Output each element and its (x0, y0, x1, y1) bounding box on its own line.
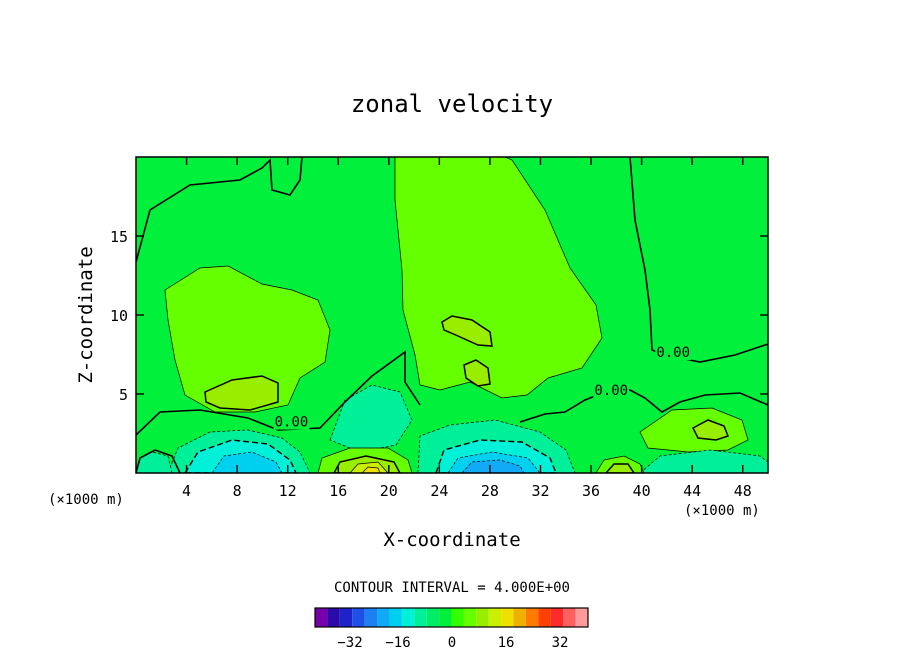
y-tick-label: 5 (119, 386, 128, 404)
colorbar-swatch (476, 608, 489, 627)
chart-title: zonal velocity (351, 90, 553, 118)
x-axis-label: X-coordinate (383, 529, 520, 551)
plot-area (136, 157, 768, 473)
x-axis-ticks: 4 8 12 16 20 24 28 32 36 40 44 48 (182, 157, 752, 500)
colorbar (314, 607, 589, 628)
y-axis-ticks: 5 10 15 (110, 228, 768, 404)
colorbar-swatch (538, 608, 551, 627)
region-level-plus8 (204, 375, 279, 411)
colorbar-swatch (426, 608, 440, 627)
colorbar-frame (314, 607, 589, 628)
colorbar-swatch (550, 608, 564, 627)
colorbar-swatch (501, 608, 514, 627)
x-tick-label: 16 (329, 482, 347, 500)
contour-zero (136, 350, 421, 436)
colorbar-swatch (377, 608, 390, 627)
x-tick-label: 20 (380, 482, 398, 500)
colorbar-swatch (414, 608, 427, 627)
colorbar-swatch (315, 608, 328, 627)
colorbar-swatch (364, 608, 378, 627)
contour-zero (629, 157, 768, 363)
colorbar-tick-label: 16 (498, 635, 515, 651)
colorbar-swatch (352, 608, 365, 627)
colorbar-swatch (463, 608, 477, 627)
contour-zero (519, 389, 768, 423)
x-tick-label: 40 (633, 482, 651, 500)
region-level-plus8 (692, 419, 729, 441)
colorbar-tick-label: 32 (552, 635, 569, 651)
x-tick-label: 12 (279, 482, 297, 500)
contour-zero (136, 449, 181, 473)
region-level-plus8 (604, 463, 635, 473)
region-level-plus16 (361, 466, 381, 473)
colorbar-tick-label: −32 (337, 635, 362, 651)
colorbar-swatch (389, 608, 402, 627)
y-tick-label: 10 (110, 307, 128, 325)
colorbar-swatch (339, 608, 353, 627)
colorbar-labels: −32 −16 0 16 32 (337, 635, 568, 651)
contour-label: 0.00 (594, 383, 628, 399)
region-level-minus16 (461, 459, 525, 473)
region-level-minus12 (211, 451, 283, 473)
contour-label-bg (593, 383, 630, 398)
contour-label-bg (273, 414, 310, 430)
y-tick-label: 15 (110, 228, 128, 246)
x-tick-label: 4 (182, 482, 191, 500)
contour-label-bg (655, 345, 692, 361)
colorbar-swatch (327, 608, 340, 627)
contour-interval-label: CONTOUR INTERVAL = 4.000E+00 (334, 580, 570, 596)
x-tick-label: 48 (734, 482, 752, 500)
x-unit-left: (×1000 m) (48, 492, 124, 508)
x-tick-label: 28 (481, 482, 499, 500)
region-level-plus8 (463, 359, 491, 387)
x-tick-label: 44 (683, 482, 701, 500)
colorbar-swatch (488, 608, 502, 627)
colorbar-swatch (451, 608, 464, 627)
colorbar-swatch (439, 608, 452, 627)
colorbar-swatch (513, 608, 526, 627)
region-level-plus8 (441, 315, 493, 347)
contour-label: 0.00 (656, 345, 690, 361)
y-axis-label: Z-coordinate (75, 246, 97, 383)
colorbar-swatch (563, 608, 576, 627)
colorbar-swatch (575, 608, 588, 627)
region-level-minus4 (639, 449, 768, 473)
colorbar-tick-label: 0 (448, 635, 456, 651)
contour-zero (136, 157, 303, 263)
region-level-plus4 (164, 265, 331, 413)
x-tick-label: 32 (531, 482, 549, 500)
x-tick-label: 8 (233, 482, 242, 500)
x-unit-right: (×1000 m) (684, 503, 760, 519)
colorbar-swatch (401, 608, 415, 627)
colorbar-tick-label: −16 (385, 635, 410, 651)
contour-label: 0.00 (275, 415, 309, 431)
x-tick-label: 24 (430, 482, 448, 500)
region-level-plus4 (394, 157, 603, 399)
colorbar-swatch (525, 608, 539, 627)
contour-labels: 0.00 0.00 0.00 (273, 345, 692, 431)
x-tick-label: 36 (582, 482, 600, 500)
